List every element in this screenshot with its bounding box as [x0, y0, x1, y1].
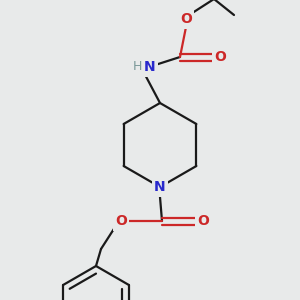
Text: O: O — [214, 50, 226, 64]
Text: H: H — [132, 61, 142, 74]
Text: O: O — [197, 214, 209, 228]
Text: N: N — [144, 60, 156, 74]
Text: O: O — [180, 12, 192, 26]
Text: N: N — [154, 180, 166, 194]
Text: O: O — [115, 214, 127, 228]
